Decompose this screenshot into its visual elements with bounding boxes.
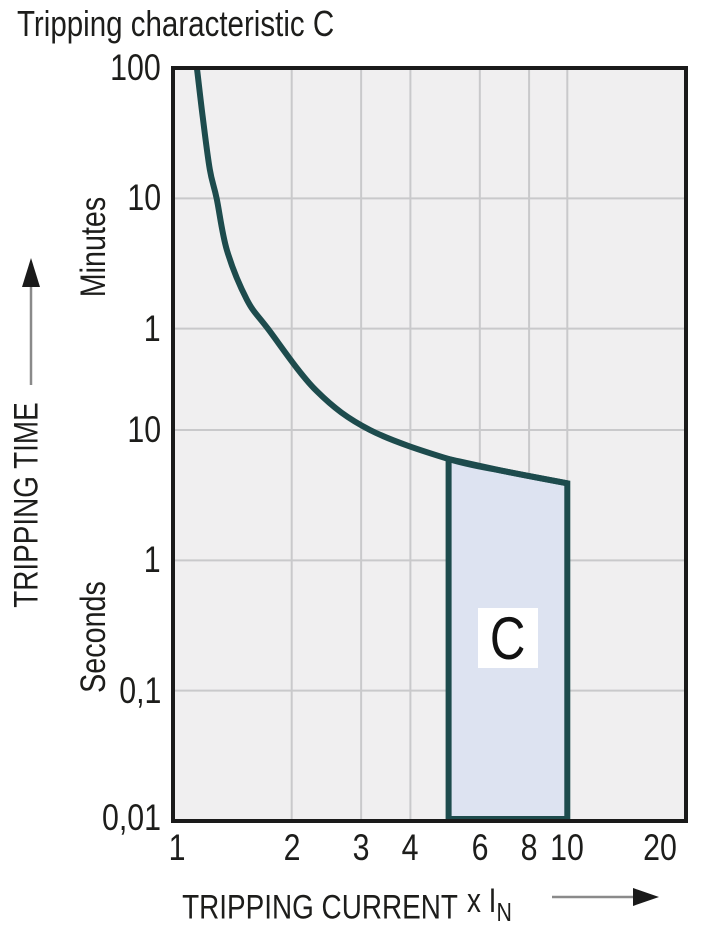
x-tick-label-2: 2 bbox=[283, 827, 301, 868]
y-tick-label-Seconds-0,01: 0,01 bbox=[101, 797, 161, 838]
y-tick-label-Minutes-1: 1 bbox=[144, 307, 161, 349]
y-tick-label-Minutes-100: 100 bbox=[110, 47, 161, 88]
y-tick-label-Minutes-10: 10 bbox=[127, 177, 161, 219]
y-tick-label-Seconds-0,1: 0,1 bbox=[118, 669, 161, 711]
x-tick-label-3: 3 bbox=[352, 827, 370, 868]
multiplier-subscript: N bbox=[496, 897, 512, 927]
x-tick-label-10: 10 bbox=[550, 827, 585, 868]
plot-background bbox=[173, 68, 686, 821]
tripping-curve bbox=[193, 68, 568, 487]
multiplier-text: x I bbox=[467, 882, 497, 920]
y-tick-label-Seconds-1: 1 bbox=[144, 539, 161, 581]
x-tick-label-20: 20 bbox=[643, 827, 677, 868]
x-tick-label-8: 8 bbox=[520, 827, 538, 868]
tolerance-band-label: C bbox=[478, 605, 538, 672]
x-axis-arrow-icon bbox=[633, 888, 659, 906]
plot-frame bbox=[171, 66, 688, 823]
y-tick-label-Seconds-10: 10 bbox=[127, 409, 161, 451]
y-axis-arrow-icon bbox=[22, 258, 40, 287]
x-axis-multiplier: x IN bbox=[467, 881, 522, 928]
x-tick-label-6: 6 bbox=[471, 827, 489, 868]
x-tick-label-4: 4 bbox=[401, 827, 419, 868]
x-tick-label-1: 1 bbox=[168, 827, 186, 868]
x-axis-title: TRIPPING CURRENT bbox=[182, 888, 458, 927]
figure-title: Tripping characteristic C bbox=[17, 3, 335, 44]
